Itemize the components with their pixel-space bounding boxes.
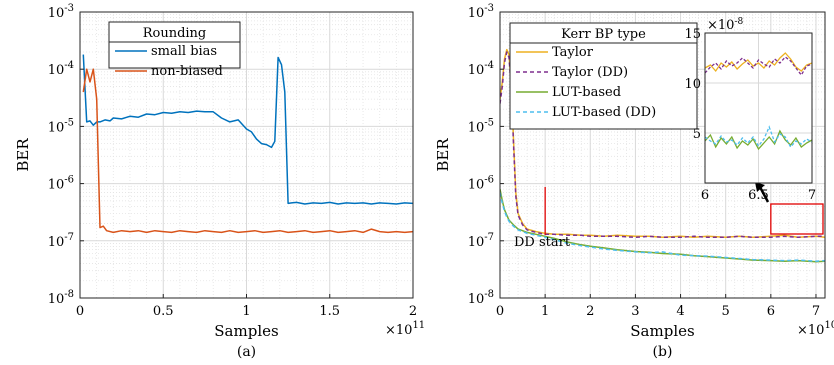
inset-y-tick-label: 5 [693,127,701,142]
inset-series-line [704,129,813,151]
inset-y-multiplier-exponent: -8 [734,17,743,27]
axes-box [499,11,826,299]
dd-start-annotation: DD start [514,235,571,250]
x-axis-multiplier: ×1011 [385,320,425,338]
y-tick-label: 10-5 [48,117,74,135]
x-tick-label: 2 [409,304,417,319]
y-tick-label-exponent: -3 [64,3,74,14]
legend-box [108,21,241,69]
legend-entry-label: non-biased [151,64,223,79]
inset-series-line [704,52,813,73]
y-tick-label: 10-4 [468,60,494,78]
x-tick-label: 1 [541,304,549,319]
chart-panel-a: 10-8 10-7 10-6 10-5 10-4 10-3 0 0.5 1 1.5 2 Samples… [14,3,425,360]
inset-y-multiplier: ×10-8 [707,17,743,33]
y-tick-label: 10-6 [468,175,494,193]
legend-entry-label: Taylor (DD) [552,65,628,80]
x-tick-label: 7 [812,304,820,319]
y-tick-label: 10-3 [468,3,494,21]
zoom-region-box [770,203,824,235]
x-axis-multiplier: ×1010 [797,320,834,338]
inset-x-tick-label: 6.5 [748,188,769,203]
legend: Rounding small bias non-biased [108,21,241,79]
y-tick-label: 10-6 [48,175,74,193]
chart-panel-b: 10-810-710-610-510-410-30 1 2 3 4 5 6 7SamplesB… [434,3,834,360]
y-tick-label-exponent: -5 [64,117,74,128]
y-tick-label-exponent: -8 [64,289,74,300]
legend-title: Rounding [143,26,207,41]
inset-y-tick-label: 10 [684,77,701,92]
x-tick-label: 0.5 [153,304,174,319]
series-line-small-bias [82,54,413,205]
series-line-lut-based-dd [500,192,825,262]
x-axis-multiplier-exponent: 11 [412,320,425,331]
y-tick-label-exponent: -3 [484,3,494,14]
x-tick-label: 1.5 [319,304,340,319]
legend-box [509,22,698,130]
inset-y-tick-label: 15 [684,27,701,42]
y-tick-label-exponent: -5 [484,117,494,128]
y-tick-label-exponent: -6 [64,175,74,186]
x-tick-label: 3 [631,304,639,319]
inset-x-tick-label: 6 [701,188,709,203]
axes-box [79,11,414,299]
y-tick-label-exponent: -8 [484,289,494,300]
y-axis-label: BER [14,138,32,172]
legend: Kerr BP type Taylor Taylor (DD) LUT-based LU… [509,22,698,130]
legend-entry-label: LUT-based [552,85,621,100]
y-tick-label: 10-7 [48,232,74,250]
y-axis-label: BER [434,138,452,172]
panel-caption: (a) [237,344,256,360]
x-tick-label: 4 [676,304,684,319]
x-tick-label: 0 [76,304,84,319]
legend-entry-label: LUT-based (DD) [552,105,656,120]
y-tick-label: 10-7 [468,232,494,250]
y-tick-label-exponent: -6 [484,175,494,186]
y-tick-label: 10-8 [468,289,494,307]
inset-x-tick-label: 7 [808,188,816,203]
y-tick-label: 10-3 [48,3,74,21]
x-tick-label: 6 [767,304,775,319]
x-tick-label: 0 [496,304,504,319]
y-tick-label-exponent: -4 [484,60,494,71]
legend-title: Kerr BP type [561,27,646,42]
inset-series-line [704,56,813,77]
x-tick-label: 2 [586,304,594,319]
x-axis-multiplier-exponent: 10 [824,320,834,331]
x-axis-label: Samples [630,322,694,340]
series-group [82,54,413,234]
y-tick-label: 10-4 [48,60,74,78]
y-tick-label: 10-5 [468,117,494,135]
x-tick-label: 1 [242,304,250,319]
y-tick-label: 10-8 [48,289,74,307]
y-tick-label-exponent: -7 [64,232,74,243]
y-tick-label-exponent: -4 [64,60,74,71]
panel-caption: (b) [653,344,673,360]
inset-chart: 5 10 15 6 6.5 7 ×10-8 [684,17,816,203]
legend-entry-label: small bias [151,44,217,59]
x-axis-label: Samples [214,322,278,340]
series-line-non-biased [82,68,413,234]
x-tick-label: 5 [722,304,730,319]
inset-axes-box [704,32,813,184]
y-tick-label-exponent: -7 [484,232,494,243]
zoom-arrow-head [755,182,765,192]
legend-entry-label: Taylor [552,45,594,60]
inset-series-line [704,125,813,149]
zoom-arrow [758,186,770,203]
